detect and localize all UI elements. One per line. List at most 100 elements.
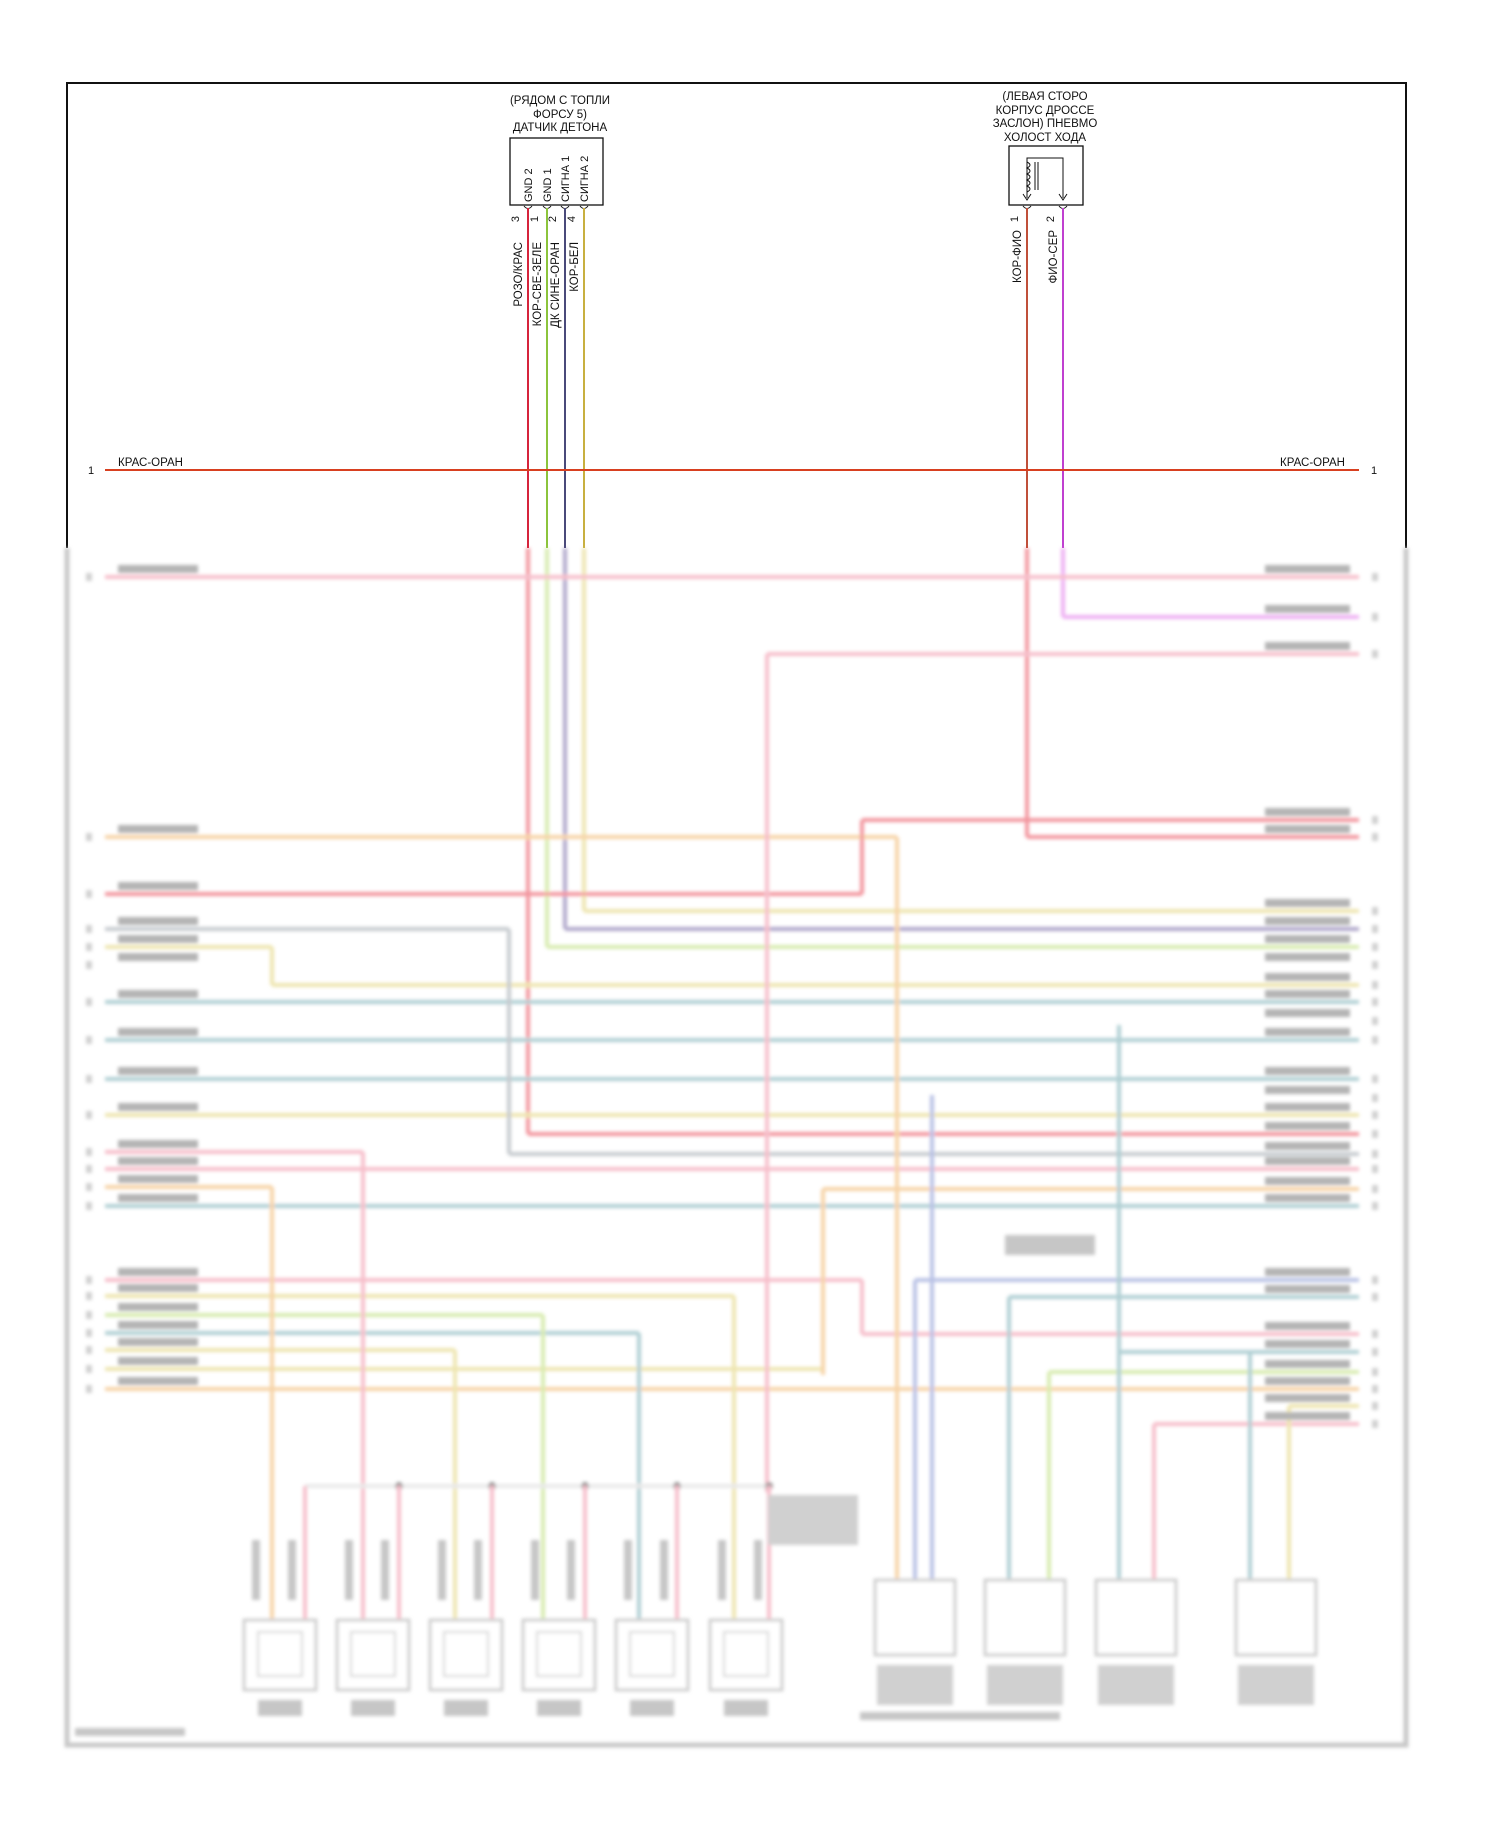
obscured-pin	[86, 943, 92, 951]
obscured-pin	[1372, 1402, 1378, 1410]
obscured-pin	[86, 1365, 92, 1373]
obscured-label	[118, 1194, 198, 1202]
obscured-pin	[1372, 1150, 1378, 1158]
obscured-pin	[86, 1385, 92, 1393]
obscured-label	[1265, 1412, 1350, 1420]
wire-color-label: ДК СИНЕ-ОРАН	[550, 242, 562, 328]
knock-sensor[interactable]: (РЯДОМ С ТОПЛИ ФОРСУ 5) ДАТЧИК ДЕТОНА GN…	[509, 95, 610, 548]
obscured-label	[1265, 953, 1350, 961]
obscured-harness-section	[75, 548, 1378, 1736]
obscured-label	[118, 1377, 198, 1385]
pin-number: 2	[1045, 216, 1057, 222]
wire-color-label: КОР-ФИО	[1012, 230, 1024, 283]
power-bus-wire[interactable]: 1 КРАС-ОРАН КРАС-ОРАН 1	[88, 457, 1377, 477]
obscured-pin	[86, 573, 92, 581]
obscured-label	[1265, 1360, 1350, 1368]
obscured-pin	[86, 833, 92, 841]
obscured-label	[1265, 1394, 1350, 1402]
obscured-injector	[242, 1618, 318, 1692]
obscured-label	[118, 1268, 198, 1276]
obscured-label	[1265, 605, 1350, 613]
obscured-label	[118, 1357, 198, 1365]
obscured-label	[1265, 1340, 1350, 1348]
obscured-injector	[335, 1618, 411, 1692]
obscured-label	[1265, 1142, 1350, 1150]
obscured-pin	[1372, 1094, 1378, 1102]
obscured-sensor	[983, 1578, 1067, 1657]
obscured-pin	[1372, 1293, 1378, 1301]
obscured-label	[118, 1303, 198, 1311]
obscured-pin	[86, 1183, 92, 1191]
obscured-label	[1265, 990, 1350, 998]
obscured-label	[1265, 1067, 1350, 1075]
obscured-label	[1265, 935, 1350, 943]
obscured-pin	[1372, 907, 1378, 915]
obscured-label	[118, 953, 198, 961]
obscured-label	[118, 1140, 198, 1148]
obscured-pin	[1372, 981, 1378, 989]
idle-air-title-3: ЗАСЛОН) ПНЕВМО	[993, 118, 1098, 130]
idle-air-title-1: (ЛЕВАЯ СТОРО	[1002, 91, 1087, 103]
obscured-pin	[1372, 943, 1378, 951]
obscured-label	[1265, 1377, 1350, 1385]
obscured-label	[1265, 1028, 1350, 1036]
obscured-label	[1265, 808, 1350, 816]
obscured-injector	[428, 1618, 504, 1692]
coil-icon	[1022, 157, 1068, 201]
obscured-label	[118, 917, 198, 925]
obscured-label	[1265, 917, 1350, 925]
obscured-pin	[1372, 1075, 1378, 1083]
obscured-label	[1265, 1268, 1350, 1276]
wire-color-label: КОР-СВЕ-ЗЕЛЕ	[532, 242, 544, 327]
knock-sensor-title-2: ФОРСУ 5)	[533, 109, 587, 121]
obscured-pin	[86, 1311, 92, 1319]
obscured-pin	[1372, 1385, 1378, 1393]
idle-air-valve[interactable]: (ЛЕВАЯ СТОРО КОРПУС ДРОССЕ ЗАСЛОН) ПНЕВМ…	[993, 91, 1098, 548]
bus-right-pin: 1	[1371, 465, 1377, 477]
obscured-label	[118, 1338, 198, 1346]
idle-air-title-2: КОРПУС ДРОССЕ	[996, 105, 1095, 117]
obscured-label	[118, 825, 198, 833]
obscured-pin	[1372, 1276, 1378, 1284]
obscured-label	[1265, 1122, 1350, 1130]
obscured-pin	[1372, 998, 1378, 1006]
obscured-pin	[1372, 1420, 1378, 1428]
obscured-pin	[86, 1292, 92, 1300]
obscured-pin	[1372, 1368, 1378, 1376]
obscured-pin	[1372, 833, 1378, 841]
obscured-pin	[1372, 613, 1378, 621]
obscured-pin	[86, 1075, 92, 1083]
obscured-label	[1265, 1103, 1350, 1111]
obscured-pin	[1372, 1111, 1378, 1119]
obscured-label	[1265, 825, 1350, 833]
obscured-sensor	[1094, 1578, 1178, 1657]
obscured-pin	[1372, 1036, 1378, 1044]
obscured-injector	[708, 1618, 784, 1692]
obscured-pin	[86, 1202, 92, 1210]
obscured-sensor	[873, 1578, 957, 1657]
obscured-injector	[614, 1618, 690, 1692]
diagram-frame	[64, 82, 1409, 1748]
obscured-pin	[1372, 925, 1378, 933]
obscured-label	[118, 1157, 198, 1165]
obscured-pin	[1372, 1017, 1378, 1025]
bus-right-label: КРАС-ОРАН	[1280, 457, 1345, 469]
obscured-label	[118, 1175, 198, 1183]
obscured-pin	[1372, 1165, 1378, 1173]
obscured-label	[118, 1321, 198, 1329]
obscured-label	[118, 882, 198, 890]
wire-color-label: РОЗО/КРАС	[513, 242, 525, 307]
obscured-label	[118, 1067, 198, 1075]
obscured-injector	[521, 1618, 597, 1692]
obscured-pin	[1372, 1348, 1378, 1356]
obscured-pin	[86, 961, 92, 969]
pin-number: 1	[1009, 216, 1021, 222]
obscured-pin	[86, 1329, 92, 1337]
wire-color-label: КОР-БЕЛ	[569, 242, 581, 292]
obscured-pin	[86, 1346, 92, 1354]
obscured-pin	[86, 998, 92, 1006]
pin-number: 3	[510, 216, 522, 222]
obscured-label	[1265, 1285, 1350, 1293]
obscured-pin	[86, 1165, 92, 1173]
